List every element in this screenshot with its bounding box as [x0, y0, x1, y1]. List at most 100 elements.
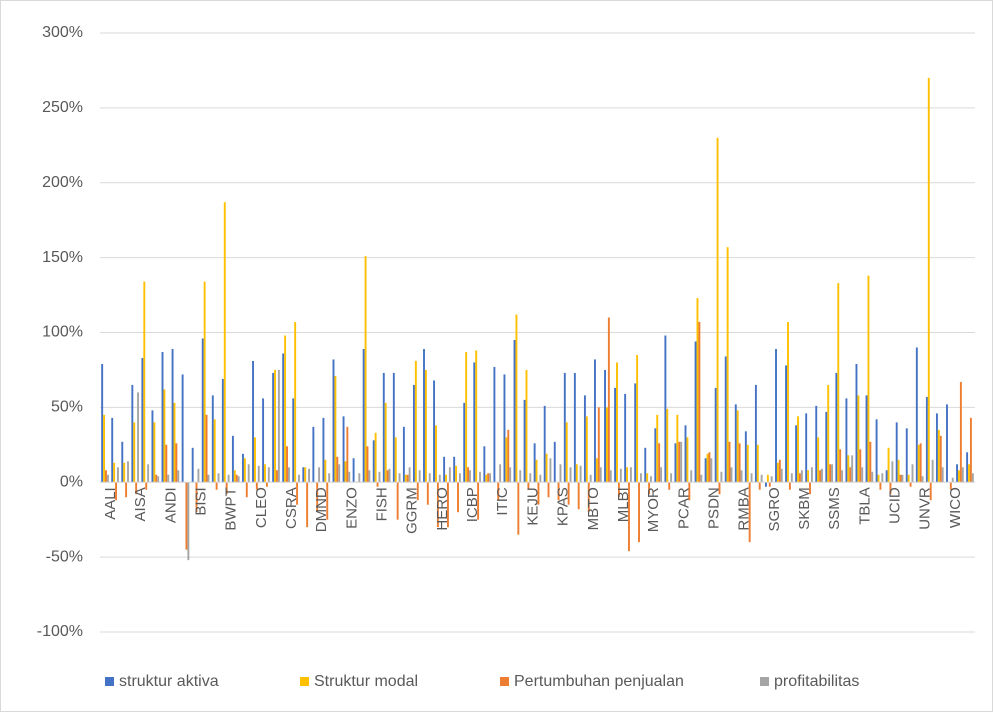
bar: [881, 473, 884, 483]
bar: [167, 474, 170, 483]
bar: [237, 476, 240, 483]
bar: [617, 482, 620, 498]
x-tick-label: MYOR: [645, 487, 662, 532]
bar: [264, 464, 266, 483]
bar: [775, 348, 777, 483]
bar: [748, 482, 751, 543]
x-tick-label: FISH: [374, 487, 391, 521]
bar: [302, 467, 305, 483]
x-tick-label: RMBA: [736, 487, 753, 530]
bar: [825, 411, 828, 483]
bar: [284, 335, 287, 483]
bar: [770, 476, 773, 483]
bar: [151, 410, 154, 483]
bar: [879, 482, 882, 490]
bar: [851, 455, 854, 483]
bar: [887, 447, 890, 483]
bar: [376, 482, 379, 487]
x-tick-label: CSRA: [283, 487, 300, 529]
bar: [787, 322, 789, 483]
bar: [788, 482, 791, 490]
bar: [835, 372, 838, 483]
bar: [489, 473, 492, 483]
bar: [217, 473, 220, 483]
x-tick-label: BISI: [193, 487, 210, 515]
bar: [686, 437, 689, 483]
bar: [800, 470, 803, 483]
bar: [941, 467, 944, 483]
legend-label: Pertumbuhan penjualan: [514, 673, 684, 690]
bar: [567, 482, 570, 505]
bar: [368, 470, 371, 483]
bar: [298, 474, 300, 483]
bar: [448, 467, 451, 483]
x-tick-label: SSMS: [826, 487, 843, 530]
x-tick-label: HERO: [434, 487, 451, 530]
bar: [252, 360, 254, 483]
bar: [660, 467, 663, 483]
bar: [503, 374, 506, 483]
bar: [714, 387, 717, 483]
bar: [929, 482, 932, 501]
bar: [968, 464, 970, 483]
y-tick-label: -100%: [37, 623, 83, 640]
bar: [127, 461, 129, 483]
bar: [927, 77, 930, 483]
bar: [958, 470, 960, 483]
bar: [935, 413, 938, 483]
bar: [946, 404, 948, 483]
bar: [533, 443, 536, 483]
bar: [438, 474, 441, 483]
bar: [384, 402, 387, 483]
bar: [861, 467, 864, 483]
bar: [394, 437, 397, 483]
bar: [342, 416, 345, 483]
bar: [569, 467, 572, 483]
legend-swatch: [760, 677, 769, 686]
bar: [221, 378, 224, 483]
bar: [810, 467, 813, 483]
bar: [545, 453, 548, 483]
bar: [855, 363, 858, 483]
bar: [766, 474, 769, 483]
bar: [133, 422, 136, 483]
bar: [396, 482, 399, 520]
bar: [137, 392, 140, 483]
bar: [624, 393, 627, 483]
bar: [579, 465, 582, 483]
bar: [116, 467, 119, 483]
bar: [905, 428, 908, 483]
bar: [563, 372, 566, 483]
bar: [966, 452, 969, 483]
bar: [487, 473, 490, 483]
bar: [644, 447, 647, 483]
bar: [253, 437, 256, 483]
bar: [754, 384, 757, 483]
bar: [738, 443, 741, 483]
bar: [730, 467, 733, 483]
bar: [287, 467, 290, 483]
bar: [595, 458, 598, 483]
bar: [388, 468, 391, 483]
bar: [473, 362, 476, 483]
bar: [553, 441, 556, 483]
bar: [765, 482, 767, 487]
bar: [324, 459, 327, 483]
bar: [344, 461, 347, 483]
bar: [684, 425, 687, 483]
bar: [262, 398, 265, 483]
bar: [619, 468, 622, 483]
bar: [106, 474, 109, 483]
bar: [706, 453, 709, 483]
x-tick-label: UNVR: [917, 487, 934, 530]
bar: [768, 482, 771, 487]
bar: [207, 474, 210, 483]
bar: [499, 464, 502, 483]
bar: [265, 482, 268, 487]
bar: [211, 395, 214, 483]
bar: [969, 417, 972, 483]
bar: [740, 470, 743, 483]
bar: [485, 474, 488, 483]
bar: [827, 384, 830, 483]
bar: [243, 458, 246, 483]
